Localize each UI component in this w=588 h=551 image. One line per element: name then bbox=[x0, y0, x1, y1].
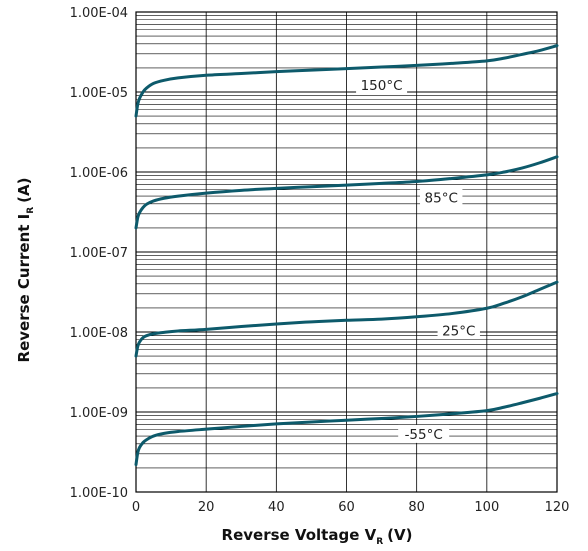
series-label-background bbox=[420, 188, 463, 207]
y-tick-label: 1.00E-05 bbox=[70, 86, 128, 101]
y-tick-label: 1.00E-07 bbox=[70, 246, 128, 261]
series-label: 25°C bbox=[442, 324, 475, 340]
series-label: 150°C bbox=[361, 78, 403, 94]
series-label-background bbox=[437, 321, 480, 340]
x-tick-label: 20 bbox=[198, 500, 215, 515]
y-tick-label: 1.00E-06 bbox=[70, 166, 128, 181]
tick-labels: 0 20 40 60 80 100 120 1.00E-10 1.00E-09 1.00E-08 1… bbox=[70, 6, 570, 515]
x-tick-label: 120 bbox=[545, 500, 570, 515]
grid bbox=[135, 11, 558, 493]
y-tick-label: 1.00E-09 bbox=[70, 406, 128, 421]
x-tick-label: 60 bbox=[338, 500, 355, 515]
x-tick-label: 40 bbox=[268, 500, 285, 515]
series-label-background bbox=[356, 76, 408, 95]
series-line bbox=[134, 280, 559, 358]
series-label-background bbox=[398, 424, 450, 443]
y-tick-label: 1.00E-04 bbox=[70, 6, 128, 21]
series-line bbox=[134, 44, 559, 118]
y-tick-label: 1.00E-10 bbox=[70, 486, 128, 501]
x-tick-label: 100 bbox=[474, 500, 499, 515]
y-axis-title: Reverse Current IR(A) bbox=[15, 178, 36, 363]
curves: 150°C 85°C 25°C -55°C bbox=[134, 44, 559, 467]
series-label: 85°C bbox=[425, 190, 458, 206]
series-line bbox=[134, 155, 559, 230]
series-line bbox=[134, 392, 559, 467]
series-label: -55°C bbox=[405, 427, 443, 443]
y-tick-label: 1.00E-08 bbox=[70, 326, 128, 341]
x-tick-label: 80 bbox=[408, 500, 425, 515]
x-axis-title: Reverse Voltage VR (V) bbox=[222, 526, 413, 547]
x-tick-label: 0 bbox=[132, 500, 140, 515]
plot-frame bbox=[135, 11, 558, 493]
